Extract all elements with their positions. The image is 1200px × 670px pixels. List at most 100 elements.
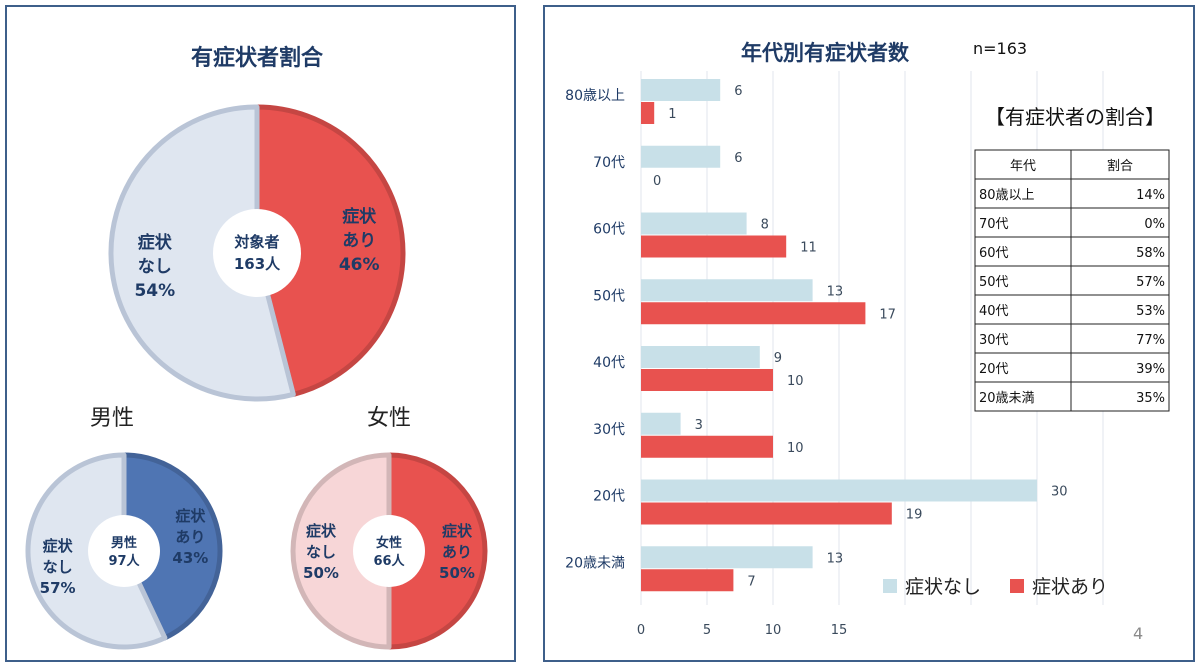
pie-title-overall: 有症状者割合 xyxy=(191,45,324,71)
bar-no-symptom xyxy=(641,346,760,368)
sample-size-label: n=163 xyxy=(973,39,1027,58)
bar-value-label: 1 xyxy=(668,107,676,122)
bar-no-symptom xyxy=(641,546,813,569)
table-cell-age: 80歳以上 xyxy=(979,188,1035,203)
pie-center-label-male-1: 97人 xyxy=(108,553,140,569)
bar-value-label: 6 xyxy=(734,151,742,166)
bar-value-label: 9 xyxy=(774,351,782,366)
x-tick-label: 0 xyxy=(637,623,645,638)
bar-value-label: 17 xyxy=(879,307,896,322)
pie-center-label-overall-1: 163人 xyxy=(234,255,281,273)
table-cell-age: 20代 xyxy=(979,362,1009,377)
table-cell-age: 60代 xyxy=(979,246,1009,261)
bar-value-label: 3 xyxy=(695,418,703,433)
bar-symptom xyxy=(641,302,866,325)
pie-label-female-1-1: なし xyxy=(306,543,336,561)
bar-symptom xyxy=(641,435,773,458)
bar-no-symptom xyxy=(641,279,813,302)
pie-label-male-1-0: 症状 xyxy=(43,537,74,555)
category-label: 20代 xyxy=(593,489,625,505)
bar-no-symptom xyxy=(641,412,681,435)
bar-no-symptom xyxy=(641,479,1037,502)
bar-value-label: 10 xyxy=(787,374,804,389)
pie-charts-svg: 有症状者割合症状あり46%症状なし54%対象者163人男性症状あり43%症状なし… xyxy=(25,45,488,650)
table-cell-rate: 53% xyxy=(1136,304,1165,319)
table-cell-age: 40代 xyxy=(979,304,1009,319)
bar-value-label: 11 xyxy=(800,241,817,256)
pie-label-overall-1-0: 症状 xyxy=(138,232,173,253)
pie-slice-overall-0 xyxy=(254,104,406,397)
pie-label-overall-1-1: なし xyxy=(138,257,172,277)
legend-label-1: 症状あり xyxy=(1032,576,1108,598)
table-cell-rate: 35% xyxy=(1136,391,1165,406)
bar-symptom xyxy=(641,569,734,592)
pie-slice-overall-1 xyxy=(108,104,296,402)
pie-slice-male-0 xyxy=(121,452,223,641)
legend-label-0: 症状なし xyxy=(905,576,981,598)
bar-value-label: 13 xyxy=(827,284,844,299)
pie-label-overall-0-2: 46% xyxy=(339,255,380,275)
pie-charts-panel: 有症状者割合 症状 あり 46% 症状 なし 54% 対象者 163人 男性 症状 あり 43% 症状 なし… xyxy=(5,5,516,662)
bar-chart-panel: 年代別有症状者数 n=163 80歳以上 6 1 70代 6 0 60代 8 11 50代 13 17 40… xyxy=(543,5,1195,662)
table-cell-rate: 0% xyxy=(1144,217,1165,232)
table-cell-rate: 77% xyxy=(1136,333,1165,348)
pie-label-female-1-0: 症状 xyxy=(306,522,337,540)
pie-title-male: 男性 xyxy=(90,406,134,431)
bar-chart-title: 年代別有症状者数 xyxy=(741,41,910,65)
bar-value-label: 8 xyxy=(761,218,769,233)
bar-no-symptom xyxy=(641,212,747,235)
pie-label-female-1-2: 50% xyxy=(303,564,339,582)
page-number: 4 xyxy=(1133,624,1143,643)
pie-hole-female xyxy=(353,515,425,587)
x-tick-label: 10 xyxy=(765,623,782,638)
legend-swatch-0 xyxy=(883,579,897,593)
bar-symptom xyxy=(641,369,773,391)
table-cell-rate: 58% xyxy=(1136,246,1165,261)
bar-symptom xyxy=(641,502,892,525)
table-header-cell: 年代 xyxy=(1010,159,1036,174)
pie-center-label-female-1: 66人 xyxy=(373,553,405,569)
table-cell-age: 30代 xyxy=(979,333,1009,348)
pie-label-male-1-2: 57% xyxy=(40,579,76,597)
pie-center-label-overall-0: 対象者 xyxy=(233,233,279,251)
x-tick-label: 15 xyxy=(831,623,848,638)
category-label: 40代 xyxy=(593,355,625,371)
bar-no-symptom xyxy=(641,79,721,101)
pie-label-male-0-2: 43% xyxy=(172,549,208,567)
category-label: 50代 xyxy=(593,288,625,304)
bar-symptom xyxy=(641,235,787,258)
pie-label-overall-1-2: 54% xyxy=(134,281,175,301)
pie-label-female-0-1: あり xyxy=(442,543,472,561)
pie-label-female-0-0: 症状 xyxy=(442,522,473,540)
pie-label-male-0-1: あり xyxy=(175,528,205,546)
category-label: 60代 xyxy=(593,222,625,238)
table-cell-age: 70代 xyxy=(979,217,1009,232)
category-label: 80歳以上 xyxy=(565,88,625,104)
table-cell-rate: 39% xyxy=(1136,362,1165,377)
category-label: 30代 xyxy=(593,422,625,438)
bar-value-label: 10 xyxy=(787,441,804,456)
table-cell-rate: 57% xyxy=(1136,275,1165,290)
pie-hole-overall xyxy=(213,209,301,297)
legend-swatch-1 xyxy=(1010,579,1024,593)
pie-center-label-male-0: 男性 xyxy=(111,535,137,551)
pie-center-label-female-0: 女性 xyxy=(376,535,402,551)
category-label: 70代 xyxy=(593,155,625,171)
table-header-cell: 割合 xyxy=(1107,158,1133,174)
table-cell-age: 20歳未満 xyxy=(979,391,1035,406)
table-frame xyxy=(974,149,1170,412)
bar-value-label: 19 xyxy=(906,508,923,523)
category-label: 20歳未満 xyxy=(565,555,625,571)
pie-label-overall-0-0: 症状 xyxy=(342,206,377,227)
pie-label-male-1-1: なし xyxy=(43,558,73,576)
pie-label-male-0-0: 症状 xyxy=(175,507,206,525)
bar-symptom xyxy=(641,102,655,124)
bar-value-label: 0 xyxy=(653,174,661,189)
pie-slice-female-1 xyxy=(290,452,392,650)
pie-label-overall-0-1: あり xyxy=(342,231,376,251)
x-tick-label: 5 xyxy=(703,623,711,638)
bar-value-label: 6 xyxy=(734,84,742,99)
pie-hole-male xyxy=(88,515,160,587)
pie-title-female: 女性 xyxy=(367,406,411,431)
